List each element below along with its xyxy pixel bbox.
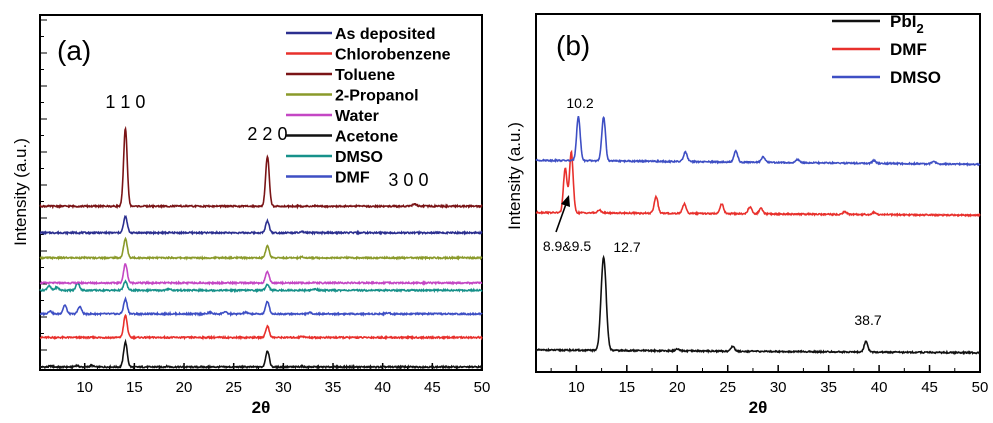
panel-b-legend-text: DMF	[890, 40, 927, 59]
panel-a-legend-label-dmso: DMSO	[335, 149, 383, 166]
panel-a-series-2-propanol	[39, 236, 483, 261]
panel-a-x-ticks: 10 15 20 25 30 35 40 45 50	[59, 363, 491, 396]
panel-a-legend: As deposited Chlorobenzene Toluene 2-Propan…	[286, 26, 451, 187]
panel-b-plot-frame	[535, 13, 981, 373]
panel-a-legend-label-acetone: Acetone	[335, 129, 398, 146]
panel-b-y-axis-label: Intensity (a.u.)	[505, 122, 524, 230]
panel-a-series-dmf	[39, 296, 483, 318]
panel-b-x-tick-label-30: 30	[770, 379, 787, 396]
panel-b-x-tick-label-20: 20	[669, 379, 686, 396]
panel-a-legend-label-water: Water	[335, 108, 379, 125]
panel-b-x-tick-label-25: 25	[719, 379, 736, 396]
panel-b-x-tick-label-10: 10	[568, 379, 585, 396]
panel-a-x-tick-label-35: 35	[325, 379, 342, 396]
panel-b-x-tick-label-50: 50	[972, 379, 989, 396]
panel-a-series	[39, 125, 483, 371]
panel-a-peak-label-1-1-0: 1 1 0	[105, 92, 145, 112]
panel-b-series-dmso	[535, 116, 981, 167]
panel-a-legend-label-as-deposited: As deposited	[335, 26, 435, 43]
panel-a-series-acetone	[39, 338, 483, 371]
panel-b-label: (b)	[556, 30, 590, 61]
panel-b-series	[535, 116, 981, 356]
panel-b-legend-label-pbi: PbI2	[890, 12, 924, 36]
panel-b-annotation-8-9-9-5: 8.9&9.5	[543, 238, 591, 254]
panel-b-annotation-10-2: 10.2	[566, 95, 593, 111]
panel-a-x-tick-label-30: 30	[275, 379, 292, 396]
panel-a-peak-label-3-0-0: 3 0 0	[388, 170, 428, 190]
panel-b-x-tick-label-40: 40	[871, 379, 888, 396]
panel-b-legend-text: DMSO	[890, 68, 941, 87]
panel-a-legend-label-toluene: Toluene	[335, 67, 395, 84]
panel-a-legend-label-2-propanol: 2-Propanol	[335, 88, 419, 105]
panel-b-x-axis-label: 2θ	[749, 398, 768, 417]
panel-a-series-dmso	[39, 279, 483, 294]
panel-a-series-chlorobenzene	[39, 313, 483, 341]
panel-b-arrow-head	[561, 195, 570, 207]
panel-b: (b) Intensity (a.u.) 2θ 10 15 20 25 30 35 40 45…	[505, 12, 988, 417]
panel-a-x-tick-label-25: 25	[225, 379, 242, 396]
panel-b-legend-label-dmf: DMF	[890, 40, 927, 59]
panel-a-x-tick-label-45: 45	[424, 379, 441, 396]
panel-a-x-tick-label-50: 50	[474, 379, 491, 396]
panel-b-x-tick-label-45: 45	[921, 379, 938, 396]
panel-a-peak-labels: 1 1 0 2 2 0 3 0 0	[105, 92, 428, 190]
panel-b-x-tick-label-15: 15	[618, 379, 635, 396]
panel-b-x-tick-label-35: 35	[820, 379, 837, 396]
panel-a-peak-label-2-2-0: 2 2 0	[247, 124, 287, 144]
panel-a-x-axis-label: 2θ	[252, 398, 271, 417]
panel-a-legend-label-chlorobenzene: Chlorobenzene	[335, 47, 451, 64]
panel-b-annotation-38-7: 38.7	[854, 312, 881, 328]
panel-b-annotation-12-7: 12.7	[613, 239, 640, 255]
panel-a-x-tick-label-20: 20	[176, 379, 193, 396]
panel-a-x-tick-label-10: 10	[76, 379, 93, 396]
panel-a-series-as-deposited	[39, 214, 483, 236]
panel-a-x-tick-label-15: 15	[126, 379, 143, 396]
panel-a-series-toluene	[39, 125, 483, 210]
panel-a-series-water	[39, 263, 483, 286]
panel-a-plot-frame	[39, 14, 483, 371]
panel-a-legend-label-dmf: DMF	[335, 170, 370, 187]
panel-b-x-ticks: 10 15 20 25 30 35 40 45 50	[550, 365, 989, 396]
panel-b-legend: PbI2 DMF DMSO	[832, 12, 941, 87]
panel-a-label: (a)	[57, 35, 91, 66]
panel-b-legend-subscript: 2	[916, 21, 923, 36]
panel-a-y-axis-label: Intensity (a.u.)	[11, 138, 30, 246]
panel-b-legend-label-dmso: DMSO	[890, 68, 941, 87]
panel-b-series-dmf	[535, 149, 981, 218]
panel-a: (a) Intensity (a.u.) 2θ 10 15 20 25 30 35 40 45…	[11, 14, 491, 417]
panel-a-x-tick-label-40: 40	[374, 379, 391, 396]
panel-b-arrow-shaft	[555, 203, 567, 233]
panel-b-annotations: 10.2 8.9&9.5 12.7 38.7	[543, 95, 882, 328]
panel-b-series-pbi2	[535, 254, 981, 356]
panel-b-legend-text: PbI	[890, 12, 916, 31]
